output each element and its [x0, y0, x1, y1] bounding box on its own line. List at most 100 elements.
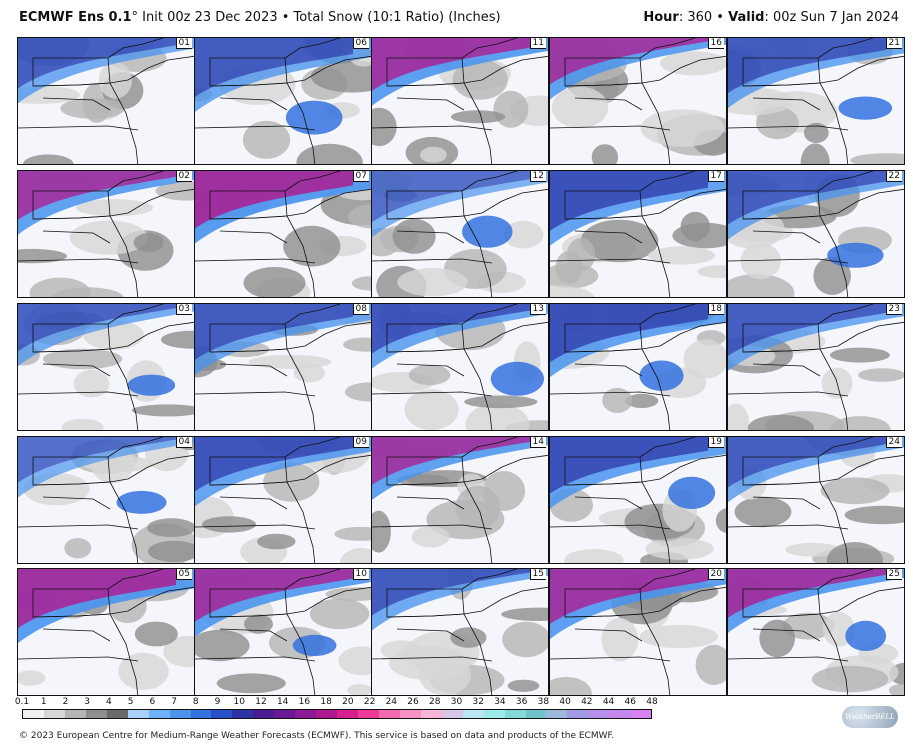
- snowfall-map: [18, 38, 194, 164]
- colorbar-segment: [43, 710, 65, 718]
- light-snow-area: [639, 624, 718, 649]
- light-snow-area: [64, 538, 92, 559]
- heavy-snow-core: [372, 569, 530, 616]
- state-border: [641, 321, 726, 350]
- snowfall-map: [728, 38, 904, 164]
- light-snow-area: [465, 403, 530, 430]
- snowfall-map: [18, 569, 194, 695]
- colorbar-segment: [358, 710, 379, 718]
- state-border: [550, 656, 671, 662]
- state-border: [396, 496, 465, 510]
- colorbar-tick-label: 34: [494, 697, 506, 707]
- state-border: [117, 230, 139, 297]
- state-border: [195, 391, 316, 397]
- snowfall-map: [18, 171, 194, 297]
- state-border: [742, 481, 829, 498]
- heavy-snow-core: [195, 304, 353, 360]
- light-snow-area: [347, 684, 371, 695]
- light-snow-area: [404, 389, 459, 430]
- valid-time: Hour: 360 • Valid: 00z Sun 7 Jan 2024: [643, 10, 899, 25]
- colorbar-segment: [316, 710, 338, 718]
- light-snow-area: [502, 621, 548, 658]
- colorbar-segment: [462, 710, 484, 718]
- state-border: [117, 363, 139, 430]
- colorbar-segment: [85, 710, 107, 718]
- colorbar-tick-label: 12: [255, 697, 267, 707]
- state-border: [219, 496, 288, 510]
- state-border: [42, 230, 111, 244]
- state-border: [641, 55, 726, 84]
- member-number: 14: [529, 437, 546, 448]
- member-number: 21: [885, 38, 902, 49]
- member-number: 08: [352, 304, 369, 315]
- light-snow-area: [347, 204, 371, 229]
- light-snow-area: [420, 146, 447, 163]
- state-border: [742, 82, 829, 99]
- state-border: [109, 55, 194, 84]
- snowfall-map: [195, 304, 371, 430]
- member-panel-23: 23: [727, 303, 905, 431]
- heavy-snow-core: [550, 437, 708, 494]
- state-border: [817, 437, 874, 458]
- colorbar-tick-label: 3: [84, 697, 91, 707]
- state-border: [827, 363, 849, 430]
- light-snow-area: [148, 540, 194, 563]
- snowfall-map: [195, 437, 371, 563]
- state-border: [372, 125, 493, 131]
- light-snow-area: [118, 652, 169, 690]
- colorbar-tick-label: 42: [581, 697, 593, 707]
- state-border: [219, 628, 288, 642]
- state-border: [372, 656, 493, 662]
- state-border: [372, 258, 493, 264]
- state-border: [564, 348, 651, 365]
- heavy-snow-core: [18, 38, 176, 89]
- state-border: [471, 628, 493, 695]
- member-number: 04: [175, 437, 192, 448]
- state-border: [372, 391, 493, 397]
- snowfall-map: [195, 569, 371, 695]
- member-panel-22: 22: [727, 170, 905, 298]
- state-border: [641, 454, 726, 483]
- heavy-snow-core: [195, 171, 353, 229]
- member-number: 09: [352, 437, 369, 448]
- heavy-snow-core: [195, 437, 353, 492]
- state-border: [42, 363, 111, 377]
- light-snow-area: [22, 154, 74, 164]
- snow-colorbar: 0.1 1 2 3 4 5 6 7 8 9 10 12 14 16 18 20 22 24 26 28 30 32 34 36…: [0, 697, 913, 727]
- offshore-snow-area: [127, 374, 176, 396]
- state-border: [107, 171, 164, 192]
- state-border: [752, 628, 821, 642]
- light-snow-area: [296, 143, 363, 164]
- state-border: [109, 188, 194, 217]
- state-border: [461, 38, 518, 59]
- member-number: 19: [707, 437, 724, 448]
- light-snow-area: [756, 106, 799, 140]
- state-border: [294, 496, 316, 563]
- member-number: 15: [529, 569, 546, 580]
- member-number: 03: [175, 304, 192, 315]
- light-snow-area: [388, 646, 471, 681]
- weatherbell-logo: WeatherBELL: [842, 706, 898, 728]
- member-panel-02: 02: [17, 170, 195, 298]
- state-border: [728, 258, 849, 264]
- state-border: [752, 97, 821, 111]
- offshore-snow-area: [827, 242, 884, 268]
- heavy-snow-core: [550, 304, 708, 363]
- light-snow-area: [493, 90, 529, 128]
- colorbar-segment: [609, 710, 631, 718]
- colorbar-tick-label: 46: [624, 697, 636, 707]
- state-border: [294, 628, 316, 695]
- light-snow-area: [695, 644, 726, 685]
- colorbar-tick-label: 4: [106, 697, 112, 707]
- light-snow-area: [550, 676, 592, 695]
- colorbar-segment: [378, 710, 400, 718]
- state-border: [461, 304, 518, 325]
- offshore-snow-area: [285, 100, 343, 135]
- light-snow-area: [283, 225, 341, 267]
- state-border: [827, 496, 849, 563]
- colorbar-tick-label: 9: [214, 697, 221, 707]
- member-panel-05: 05: [17, 568, 195, 696]
- colorbar-segment: [232, 710, 254, 718]
- state-border: [209, 348, 296, 365]
- light-snow-area: [202, 516, 256, 533]
